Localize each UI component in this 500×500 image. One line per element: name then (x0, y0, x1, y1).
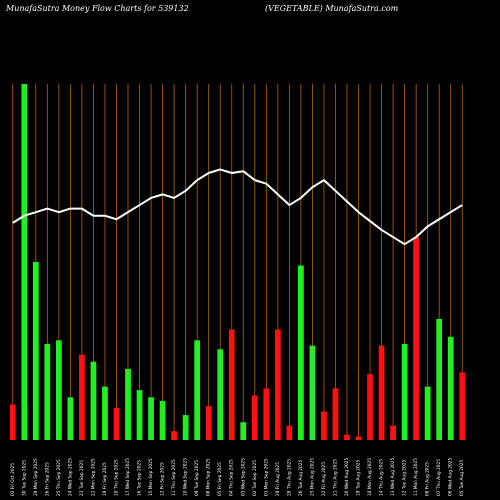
x-tick-label: 23 Tue Sep 2025 (79, 460, 85, 496)
money-flow-bar (79, 354, 85, 440)
x-tick-label: 05 Tue Aug 2025 (459, 460, 465, 496)
money-flow-bar (228, 329, 235, 440)
money-flow-bar (217, 349, 224, 440)
money-flow-bar (344, 434, 350, 440)
money-flow-bar (286, 425, 293, 440)
money-flow-bar (309, 345, 316, 440)
money-flow-bar (332, 388, 339, 440)
money-flow-bar (194, 340, 201, 440)
x-tick-label: 26 Tue Aug 2025 (298, 460, 304, 496)
x-tick-label: 01 Mon Sep 2025 (263, 458, 269, 496)
chart-title: MunafaSutra Money Flow Charts for 539132 (6, 4, 189, 13)
x-tick-label: 18 Thu Sep 2025 (113, 459, 119, 496)
money-flow-bar (355, 436, 362, 440)
x-tick-label: 08 Mon Sep 2025 (206, 458, 212, 496)
money-flow-bar (21, 84, 28, 440)
money-flow-bar (9, 404, 16, 440)
money-flow-bar (102, 386, 108, 440)
money-flow-bar (205, 406, 212, 440)
x-tick-label: 14 Thu Aug 2025 (379, 459, 385, 496)
x-tick-label: 25 Mon Aug 2025 (309, 458, 315, 496)
money-flow-bar (263, 388, 270, 440)
x-tick-label: 22 Fri Aug 2025 (321, 462, 327, 496)
x-tick-label: 25 Thu Sep 2025 (56, 459, 62, 496)
money-flow-bar (390, 425, 396, 440)
x-tick-label: 12 Tue Aug 2025 (402, 460, 408, 496)
x-tick-label: 11 Thu Sep 2025 (171, 459, 177, 496)
x-tick-label: 15 Mon Sep 2025 (148, 458, 154, 496)
x-tick-label: 19 Fri Sep 2025 (102, 462, 108, 496)
money-flow-bar (182, 415, 189, 440)
site-credit: (VEGETABLE) MunafaSutra.com (265, 4, 399, 13)
x-tick-label: 24 Wed Sep 2025 (67, 458, 73, 496)
money-flow-bar (240, 422, 247, 440)
x-tick-label: 07 Thu Aug 2025 (436, 459, 442, 496)
money-flow-bar (298, 265, 304, 440)
x-tick-label: 19 Tue Aug 2025 (356, 460, 362, 496)
x-tick-label: 29 Fri Aug 2025 (275, 462, 281, 496)
x-tick-label: 03 Wed Sep 2025 (240, 458, 246, 496)
money-flow-bar (424, 386, 431, 440)
x-tick-label: 26 Fri Sep 2025 (44, 462, 50, 496)
x-tick-label: 03 Fri Oct 2025 (10, 463, 16, 496)
x-tick-label: 04 Thu Sep 2025 (229, 459, 235, 496)
x-tick-label: 12 Fri Sep 2025 (160, 462, 166, 496)
x-tick-label: 22 Mon Sep 2025 (90, 458, 96, 496)
money-flow-bar (459, 372, 466, 440)
x-tick-label: 11 Mon Aug 2025 (413, 458, 419, 496)
money-flow-line (12, 168, 463, 246)
money-flow-bar (44, 343, 51, 440)
x-tick-label: 08 Fri Aug 2025 (425, 462, 431, 496)
x-tick-label: 21 Thu Aug 2025 (332, 459, 338, 496)
money-flow-bar (125, 368, 131, 440)
x-tick-label: 20 Wed Aug 2025 (344, 457, 350, 496)
money-flow-bar (274, 329, 281, 440)
x-tick-label: 10 Wed Sep 2025 (183, 458, 189, 496)
x-tick-label: 29 Mon Sep 2025 (33, 458, 39, 496)
money-flow-bar (32, 262, 39, 440)
x-tick-label: 09 Tue Sep 2025 (194, 460, 200, 496)
money-flow-bar (447, 336, 454, 440)
money-flow-bar (55, 340, 62, 440)
x-tick-label: 13 Wed Aug 2025 (390, 457, 396, 496)
money-flow-bar (378, 345, 385, 440)
money-flow-bar (321, 411, 327, 440)
money-flow-bar (251, 395, 258, 440)
money-flow-bar (90, 361, 97, 440)
money-flow-bar (401, 343, 408, 440)
money-flow-bar (171, 431, 177, 440)
x-tick-label: 30 Tue Sep 2025 (21, 460, 27, 496)
x-tick-label: 02 Tue Sep 2025 (252, 460, 258, 496)
money-flow-bar (67, 397, 74, 440)
x-tick-label: 18 Mon Aug 2025 (367, 458, 373, 496)
x-tick-label: 06 Wed Aug 2025 (448, 457, 454, 496)
money-flow-bar (413, 237, 420, 440)
money-flow-bar (436, 318, 443, 440)
x-tick-label: 16 Tue Sep 2025 (137, 460, 143, 496)
x-tick-label: 17 Wed Sep 2025 (125, 458, 131, 496)
money-flow-bar (113, 407, 120, 440)
x-tick-label: 05 Fri Sep 2025 (217, 462, 223, 496)
money-flow-bar (136, 390, 143, 440)
money-flow-bar (159, 400, 166, 440)
x-tick-label: 28 Thu Aug 2025 (286, 459, 292, 496)
chart-header: MunafaSutra Money Flow Charts for 539132… (0, 0, 500, 20)
money-flow-bar (148, 397, 154, 440)
money-flow-bar (367, 374, 373, 440)
